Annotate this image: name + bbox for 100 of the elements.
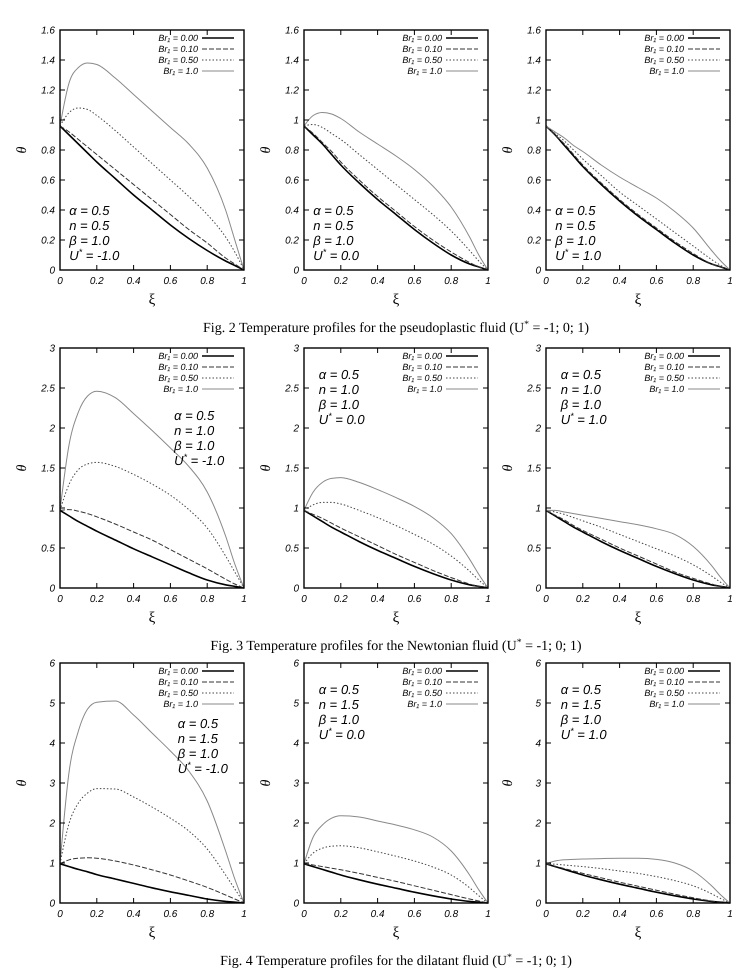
y-axis-title: θ	[501, 464, 516, 472]
x-tick-label: 0.6	[407, 276, 422, 287]
y-axis-title: θ	[15, 146, 30, 154]
y-tick-label: 2	[48, 424, 56, 434]
y-tick-label: 0.2	[41, 236, 56, 246]
y-axis-title: θ	[501, 146, 516, 154]
annotation: n = 1.5	[318, 697, 360, 712]
legend-label: Br₁ = 0.00	[402, 33, 442, 44]
x-axis-title: ξ	[392, 925, 400, 941]
y-tick-label: 2	[292, 424, 300, 434]
x-tick-label: 0.6	[163, 276, 178, 287]
y-tick-label: 1	[535, 504, 541, 514]
y-tick-label: 2	[534, 424, 542, 434]
legend-label: Br₁ = 0.10	[644, 677, 684, 688]
y-axis-title: θ	[259, 146, 274, 154]
y-tick-label: 1.2	[41, 86, 56, 96]
y-tick-label: 6	[49, 658, 56, 670]
annotation: n = 1.0	[174, 423, 215, 438]
x-tick-label: 0.2	[334, 909, 348, 920]
y-tick-label: 1.2	[285, 86, 300, 96]
x-tick-label: 0.8	[686, 276, 701, 287]
x-tick-label: 1	[241, 909, 247, 920]
caption: Fig. 3 Temperature profiles for the Newtonian fluid (U$^{*}$ = -1; 0; 1)	[210, 636, 582, 654]
y-tick-label: 0	[293, 898, 300, 910]
annotation: n = 0.5	[69, 218, 110, 233]
y-tick-label: 0	[293, 266, 300, 276]
y-tick-label: 0	[49, 584, 56, 594]
y-tick-label: 1	[293, 858, 299, 870]
legend-label: Br₁ = 0.10	[402, 677, 442, 688]
y-tick-label: 2.5	[526, 384, 542, 394]
annotation: α = 0.5	[174, 408, 216, 423]
legend-label: Br₁ = 0.10	[158, 44, 198, 54]
y-tick-label: 0.6	[285, 176, 300, 186]
annotation: α = 0.5	[560, 367, 602, 382]
x-tick-label: 0.8	[200, 909, 215, 920]
legend-label: Br₁ = 0.50	[644, 373, 684, 384]
line-series	[60, 62, 244, 270]
y-tick-label: 1.5	[527, 464, 542, 474]
annotation: n = 1.0	[318, 382, 360, 398]
annotation: U$^{*}$ = -1.0	[69, 246, 120, 263]
y-tick-label: 4	[535, 738, 542, 750]
x-tick-label: 0.8	[200, 276, 215, 287]
y-tick-label: 0.6	[41, 176, 56, 186]
annotation: α = 0.5	[318, 367, 360, 382]
y-axis-title: θ	[501, 779, 516, 786]
x-tick-label: 0.6	[407, 594, 422, 605]
x-tick-label: 1	[727, 909, 733, 920]
x-tick-label: 0.4	[126, 594, 141, 605]
x-tick-label: 1	[241, 594, 247, 605]
legend-label: Br₁ = 0.50	[644, 55, 684, 66]
y-tick-label: 1	[293, 116, 299, 126]
legend-label: Br₁ = 0.50	[158, 55, 198, 66]
x-tick-label: 1	[727, 276, 733, 287]
x-tick-label: 0.8	[444, 276, 459, 287]
annotation: β = 1.0	[318, 712, 360, 728]
legend-label: Br₁ = 0.10	[158, 677, 198, 688]
legend-label: Br₁ = 1.0	[649, 384, 684, 394]
x-tick-label: 1	[485, 594, 491, 605]
legend-label: Br₁ = 1.0	[407, 384, 442, 394]
x-tick-label: 0.2	[576, 909, 590, 920]
x-tick-label: 0.4	[370, 909, 385, 920]
annotation: n = 1.5	[560, 697, 602, 712]
annotation: U$^{*}$ = 0.0	[318, 726, 366, 742]
line-series	[60, 700, 244, 904]
legend-label: Br₁ = 0.10	[644, 44, 684, 54]
annotation: U$^{*}$ = -1.0	[174, 452, 226, 468]
y-axis-title: θ	[15, 464, 30, 472]
legend-label: Br₁ = 0.00	[644, 666, 684, 676]
legend-label: Br₁ = 0.50	[402, 688, 442, 698]
y-tick-label: 0.6	[527, 176, 542, 186]
line-series	[60, 788, 244, 904]
x-tick-label: 0.8	[686, 594, 701, 605]
y-tick-label: 0.5	[41, 544, 56, 554]
x-tick-label: 0.6	[163, 909, 178, 920]
annotation: n = 1.0	[560, 382, 602, 398]
y-tick-label: 3	[535, 778, 542, 790]
y-tick-label: 1	[49, 504, 55, 514]
y-tick-label: 2	[48, 818, 56, 830]
y-tick-label: 3	[49, 778, 56, 790]
line-series	[304, 845, 488, 904]
legend-label: Br₁ = 1.0	[163, 699, 198, 710]
y-tick-label: 2	[292, 818, 300, 830]
y-tick-label: 1.6	[285, 26, 300, 36]
y-tick-label: 5	[293, 698, 300, 710]
y-tick-label: 0.5	[285, 544, 300, 554]
y-tick-label: 6	[293, 658, 300, 670]
x-axis-title: ξ	[634, 610, 642, 626]
x-tick-label: 0.2	[90, 594, 104, 605]
legend-label: Br₁ = 0.50	[158, 373, 198, 384]
y-tick-label: 1	[535, 116, 541, 126]
y-tick-label: 1.4	[285, 56, 300, 66]
y-tick-label: 0	[535, 584, 542, 594]
caption: Fig. 2 Temperature profiles for the pseudoplastic fluid (U$^{*}$ = -1; 0; 1)	[203, 318, 590, 336]
annotation: β = 1.0	[318, 397, 360, 412]
legend-label: Br₁ = 1.0	[649, 66, 684, 76]
y-tick-label: 1.5	[41, 464, 56, 474]
annotation: β = 1.0	[560, 397, 602, 412]
x-tick-label: 0.8	[444, 909, 459, 920]
annotation: U$^{*}$ = 0.0	[318, 411, 366, 428]
legend-label: Br₁ = 0.10	[644, 362, 684, 372]
